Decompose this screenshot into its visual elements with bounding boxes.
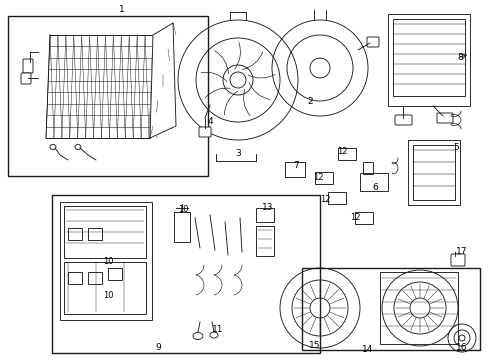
Bar <box>68 228 82 240</box>
Text: 9: 9 <box>155 343 161 352</box>
Bar <box>355 212 373 224</box>
Text: 13: 13 <box>262 203 274 212</box>
Text: 12: 12 <box>337 148 347 157</box>
Text: 12: 12 <box>320 195 330 204</box>
Bar <box>64 206 146 258</box>
FancyBboxPatch shape <box>437 113 453 123</box>
Text: 1: 1 <box>119 5 125 14</box>
Bar <box>174 212 190 242</box>
Text: 6: 6 <box>372 184 378 193</box>
Bar <box>413 145 455 200</box>
Bar <box>338 148 356 160</box>
Ellipse shape <box>50 144 56 149</box>
Bar <box>256 208 274 222</box>
FancyBboxPatch shape <box>23 59 33 73</box>
Bar <box>285 162 305 177</box>
FancyBboxPatch shape <box>199 127 211 137</box>
Text: 2: 2 <box>307 98 313 107</box>
Text: 10: 10 <box>178 206 188 215</box>
Text: 10: 10 <box>103 291 113 300</box>
Ellipse shape <box>75 144 81 149</box>
Bar <box>64 262 146 314</box>
Text: 17: 17 <box>456 248 468 256</box>
Bar <box>393 19 465 96</box>
Text: 5: 5 <box>453 144 459 153</box>
Bar <box>68 272 82 284</box>
Text: 11: 11 <box>212 325 224 334</box>
FancyBboxPatch shape <box>451 254 465 266</box>
Bar <box>88 228 102 240</box>
FancyBboxPatch shape <box>367 37 379 47</box>
Ellipse shape <box>210 332 218 338</box>
Text: 14: 14 <box>362 346 374 355</box>
Ellipse shape <box>193 333 203 339</box>
Bar <box>360 173 388 191</box>
Bar <box>315 172 333 184</box>
Text: 8: 8 <box>457 54 463 63</box>
Bar <box>88 272 102 284</box>
Bar <box>8 16 208 176</box>
Bar <box>52 195 320 353</box>
Bar <box>108 268 122 280</box>
Text: 4: 4 <box>207 117 213 126</box>
Bar <box>408 140 460 205</box>
Text: 15: 15 <box>309 341 321 350</box>
Text: 16: 16 <box>456 343 468 352</box>
Text: 10: 10 <box>103 257 113 266</box>
Bar <box>328 192 346 204</box>
FancyBboxPatch shape <box>395 115 412 125</box>
Bar <box>388 14 470 106</box>
Polygon shape <box>150 23 176 138</box>
Bar <box>256 226 274 256</box>
Bar <box>60 202 152 320</box>
Text: 7: 7 <box>293 161 299 170</box>
Text: 3: 3 <box>235 148 241 158</box>
Bar <box>302 268 480 350</box>
Bar <box>363 162 373 174</box>
FancyBboxPatch shape <box>21 73 31 84</box>
Text: 12: 12 <box>313 174 323 183</box>
Bar <box>380 272 458 344</box>
Text: 12: 12 <box>350 213 360 222</box>
